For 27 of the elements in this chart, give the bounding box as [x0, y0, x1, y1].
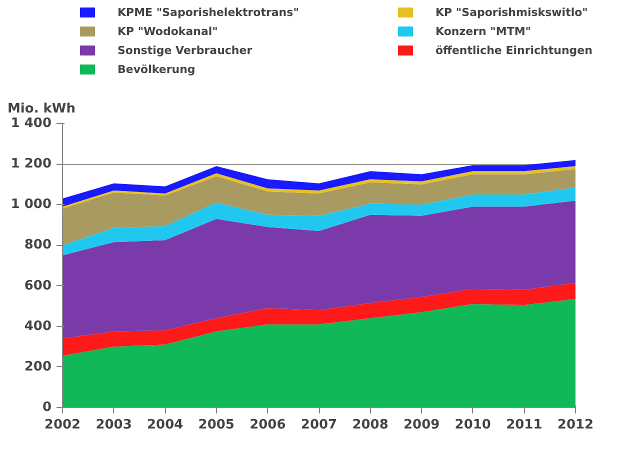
y-tick-label: 200: [24, 359, 52, 374]
y-tick-label: 800: [24, 238, 52, 253]
y-axis-title: Mio. kWh: [8, 102, 76, 116]
x-tick-label: 2009: [404, 418, 440, 432]
x-tick-label: 2012: [557, 418, 594, 432]
y-tick-label: 1 200: [10, 156, 52, 172]
y-tick-label: 600: [24, 278, 52, 294]
y-tick-label: 1 400: [10, 116, 52, 131]
legend-label: Bevölkerung: [118, 63, 196, 76]
legend-label: Sonstige Verbraucher: [118, 44, 253, 57]
x-tick-label: 2007: [300, 418, 338, 432]
y-tick-label: 400: [24, 318, 52, 334]
x-tick-label: 2006: [250, 418, 286, 432]
x-tick-label: 2005: [198, 418, 234, 432]
legend-label: KP "Saporishmiskswitlo": [436, 6, 588, 19]
y-tick-label: 0: [42, 400, 52, 415]
legend-label: KP "Wodokanal": [118, 25, 218, 38]
x-tick-label: 2008: [352, 418, 388, 432]
x-tick-label: 2010: [454, 418, 491, 432]
x-tick-label: 2011: [506, 418, 542, 432]
legend-label: Konzern "MTM": [436, 25, 532, 38]
legend-label: öffentliche Einrichtungen: [436, 44, 592, 57]
x-tick-label: 2002: [44, 418, 81, 432]
x-tick-label: 2003: [96, 418, 132, 432]
x-tick-label: 2004: [147, 418, 184, 432]
legend-label: KPME "Saporishelektrotrans": [118, 6, 299, 19]
y-tick-label: 1 000: [10, 197, 52, 212]
